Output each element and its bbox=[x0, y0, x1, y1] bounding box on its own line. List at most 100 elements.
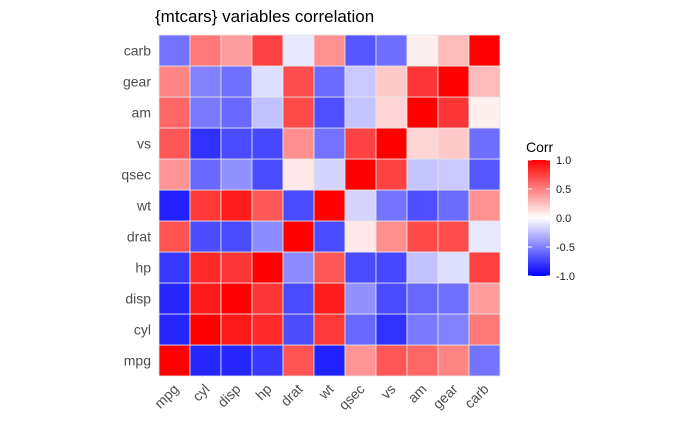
legend-tick-label: -0.5 bbox=[556, 242, 575, 254]
x-tick-label-hp: hp bbox=[252, 381, 274, 403]
heatmap-cell-qsec-drat bbox=[282, 158, 315, 191]
y-tick-label-am: am bbox=[132, 105, 151, 121]
heatmap-cell-am-qsec bbox=[344, 96, 377, 129]
heatmap-cell-qsec-wt bbox=[313, 158, 346, 191]
heatmap-cell-carb-vs bbox=[375, 34, 408, 67]
heatmap-cell-disp-qsec bbox=[344, 282, 377, 315]
heatmap-cell-drat-drat bbox=[282, 220, 315, 253]
x-tick-label-carb: carb bbox=[461, 381, 492, 412]
heatmap-cell-vs-drat bbox=[282, 127, 315, 160]
heatmap-cell-am-disp bbox=[220, 96, 253, 129]
heatmap-cell-drat-wt bbox=[313, 220, 346, 253]
heatmap-cell-carb-cyl bbox=[189, 34, 222, 67]
heatmap-cell-wt-qsec bbox=[344, 189, 377, 222]
heatmap-cell-vs-hp bbox=[251, 127, 284, 160]
heatmap-cell-hp-am bbox=[406, 251, 439, 284]
heatmap-cell-carb-disp bbox=[220, 34, 253, 67]
x-tick-label-am: am bbox=[405, 381, 430, 406]
heatmap-cell-cyl-gear bbox=[437, 313, 470, 346]
heatmap-cell-qsec-vs bbox=[375, 158, 408, 191]
heatmap-cell-hp-vs bbox=[375, 251, 408, 284]
heatmap-cell-vs-am bbox=[406, 127, 439, 160]
heatmap-cell-mpg-disp bbox=[220, 344, 253, 377]
heatmap-cell-am-vs bbox=[375, 96, 408, 129]
heatmap-cell-qsec-cyl bbox=[189, 158, 222, 191]
legend-tick-label: 0.5 bbox=[556, 184, 571, 196]
heatmap-cell-gear-wt bbox=[313, 65, 346, 98]
heatmap-cell-mpg-gear bbox=[437, 344, 470, 377]
heatmap-cell-gear-hp bbox=[251, 65, 284, 98]
heatmap-cells bbox=[158, 34, 501, 377]
y-tick-label-hp: hp bbox=[135, 260, 151, 276]
heatmap-cell-qsec-mpg bbox=[158, 158, 191, 191]
heatmap-cell-gear-disp bbox=[220, 65, 253, 98]
heatmap-cell-qsec-carb bbox=[468, 158, 501, 191]
y-tick-label-carb: carb bbox=[124, 43, 151, 59]
heatmap-cell-wt-carb bbox=[468, 189, 501, 222]
x-tick-label-vs: vs bbox=[377, 381, 398, 402]
heatmap-cell-am-carb bbox=[468, 96, 501, 129]
heatmap-cell-carb-drat bbox=[282, 34, 315, 67]
heatmap-cell-drat-gear bbox=[437, 220, 470, 253]
heatmap-cell-mpg-carb bbox=[468, 344, 501, 377]
heatmap-cell-drat-vs bbox=[375, 220, 408, 253]
heatmap-cell-disp-mpg bbox=[158, 282, 191, 315]
heatmap-cell-cyl-cyl bbox=[189, 313, 222, 346]
heatmap-cell-cyl-disp bbox=[220, 313, 253, 346]
legend-tick-label: 1.0 bbox=[556, 155, 571, 167]
heatmap-cell-vs-cyl bbox=[189, 127, 222, 160]
x-tick-label-wt: wt bbox=[315, 381, 337, 403]
y-tick-label-cyl: cyl bbox=[134, 322, 151, 338]
heatmap-cell-disp-carb bbox=[468, 282, 501, 315]
heatmap-cell-carb-hp bbox=[251, 34, 284, 67]
heatmap-cell-vs-gear bbox=[437, 127, 470, 160]
heatmap-cell-qsec-hp bbox=[251, 158, 284, 191]
heatmap-cell-carb-qsec bbox=[344, 34, 377, 67]
heatmap-cell-carb-gear bbox=[437, 34, 470, 67]
heatmap-cell-vs-qsec bbox=[344, 127, 377, 160]
heatmap-cell-hp-wt bbox=[313, 251, 346, 284]
heatmap-cell-cyl-mpg bbox=[158, 313, 191, 346]
heatmap-cell-gear-mpg bbox=[158, 65, 191, 98]
heatmap-cell-am-cyl bbox=[189, 96, 222, 129]
heatmap-cell-drat-hp bbox=[251, 220, 284, 253]
heatmap-cell-am-gear bbox=[437, 96, 470, 129]
legend-tick-label: -1.0 bbox=[556, 271, 575, 283]
heatmap-cell-am-mpg bbox=[158, 96, 191, 129]
heatmap-cell-gear-qsec bbox=[344, 65, 377, 98]
heatmap-cell-hp-mpg bbox=[158, 251, 191, 284]
y-tick-label-gear: gear bbox=[123, 74, 151, 90]
heatmap-cell-disp-wt bbox=[313, 282, 346, 315]
heatmap-cell-vs-carb bbox=[468, 127, 501, 160]
heatmap-cell-am-wt bbox=[313, 96, 346, 129]
y-axis-labels: mpg cyl disp hp drat wt qsec vs am gear carb bbox=[121, 43, 151, 369]
heatmap-cell-cyl-wt bbox=[313, 313, 346, 346]
heatmap-cell-gear-cyl bbox=[189, 65, 222, 98]
heatmap-cell-drat-carb bbox=[468, 220, 501, 253]
heatmap-cell-hp-gear bbox=[437, 251, 470, 284]
heatmap-cell-am-hp bbox=[251, 96, 284, 129]
y-tick-label-qsec: qsec bbox=[121, 167, 151, 183]
heatmap-cell-cyl-qsec bbox=[344, 313, 377, 346]
heatmap-cell-wt-drat bbox=[282, 189, 315, 222]
y-tick-label-mpg: mpg bbox=[124, 353, 151, 369]
heatmap-cell-mpg-mpg bbox=[158, 344, 191, 377]
x-tick-label-qsec: qsec bbox=[335, 381, 367, 413]
heatmap-cell-vs-disp bbox=[220, 127, 253, 160]
heatmap-cell-am-drat bbox=[282, 96, 315, 129]
legend: Corr 1.0 0.5 0.0 -0.5 -1.0 bbox=[526, 139, 575, 283]
y-tick-label-disp: disp bbox=[125, 291, 151, 307]
heatmap-cell-gear-drat bbox=[282, 65, 315, 98]
x-tick-label-drat: drat bbox=[277, 381, 305, 409]
heatmap-cell-mpg-cyl bbox=[189, 344, 222, 377]
heatmap-cell-drat-disp bbox=[220, 220, 253, 253]
heatmap-cell-mpg-qsec bbox=[344, 344, 377, 377]
heatmap-cell-wt-cyl bbox=[189, 189, 222, 222]
heatmap-cell-disp-am bbox=[406, 282, 439, 315]
heatmap-cell-mpg-drat bbox=[282, 344, 315, 377]
heatmap-cell-disp-hp bbox=[251, 282, 284, 315]
heatmap-cell-cyl-hp bbox=[251, 313, 284, 346]
heatmap-cell-cyl-am bbox=[406, 313, 439, 346]
heatmap-cell-drat-qsec bbox=[344, 220, 377, 253]
heatmap-cell-am-am bbox=[406, 96, 439, 129]
